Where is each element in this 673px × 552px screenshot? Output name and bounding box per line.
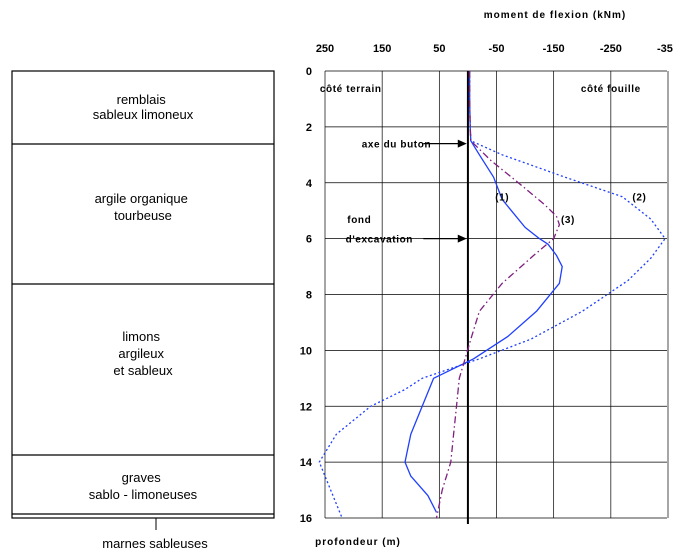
grid xyxy=(324,70,669,519)
layer-label-graves: graves sablo - limoneuses xyxy=(89,470,198,502)
soil-column-frame xyxy=(11,70,275,519)
series-label-2: (2) xyxy=(632,193,646,204)
annotations: côté terrain côté fouille axe du buton fond… xyxy=(320,84,641,246)
annotation-label: d'excavation xyxy=(346,235,413,246)
series-label-1: (1) xyxy=(495,193,509,204)
x-tick-label: -350 xyxy=(657,43,673,55)
series-labels: (1) (2) (3) xyxy=(495,193,646,226)
bending-moment-chart: 250 150 50 -50 -150 -250 -350 0 2 4 6 8 10 12 14 16 (1)… xyxy=(300,10,673,548)
layer-label-remblais: remblais sableux limoneux xyxy=(93,92,194,122)
y-tick-label: 8 xyxy=(306,290,312,302)
y-tick-label: 14 xyxy=(300,457,313,469)
y-tick-label: 16 xyxy=(300,513,312,525)
annotation-label: côté fouille xyxy=(581,84,641,95)
x-tick-label: -250 xyxy=(600,43,622,55)
x-tick-label: 150 xyxy=(373,43,391,55)
x-axis-title: moment de flexion (kNm) xyxy=(484,10,626,21)
x-tick-label: -50 xyxy=(489,43,505,55)
series-line-2 xyxy=(318,71,666,519)
y-tick-label: 10 xyxy=(300,345,312,357)
y-tick-label: 12 xyxy=(300,401,312,413)
y-tick-label: 4 xyxy=(306,178,313,190)
x-tick-label: 50 xyxy=(433,43,445,55)
annotation-label: fond xyxy=(347,215,371,226)
layer-label-limons: limons argileux et sableux xyxy=(113,329,173,378)
annotation-label: axe du buton xyxy=(362,140,431,151)
y-axis-title: profondeur (m) xyxy=(315,537,401,548)
arrow-excavation-head xyxy=(457,234,467,243)
series-lines xyxy=(318,71,666,519)
soil-column: remblais sableux limoneux argile organiq… xyxy=(11,70,275,551)
x-tick-label: 250 xyxy=(316,43,334,55)
series-label-3: (3) xyxy=(561,215,575,226)
y-tick-label: 6 xyxy=(306,234,312,246)
arrow-buton-head xyxy=(457,139,467,148)
series-line-1 xyxy=(404,71,563,513)
annotation-label: côté terrain xyxy=(320,84,382,95)
tick-labels: 250 150 50 -50 -150 -250 -350 0 2 4 6 8 10 12 14 16 xyxy=(300,43,673,525)
series-line-3 xyxy=(435,71,561,519)
y-tick-label: 2 xyxy=(306,122,312,134)
x-tick-label: -150 xyxy=(543,43,565,55)
layer-label-marnes: marnes sableuses xyxy=(102,536,208,551)
y-tick-label: 0 xyxy=(306,66,312,78)
layer-label-argile: argile organique tourbeuse xyxy=(95,191,192,223)
